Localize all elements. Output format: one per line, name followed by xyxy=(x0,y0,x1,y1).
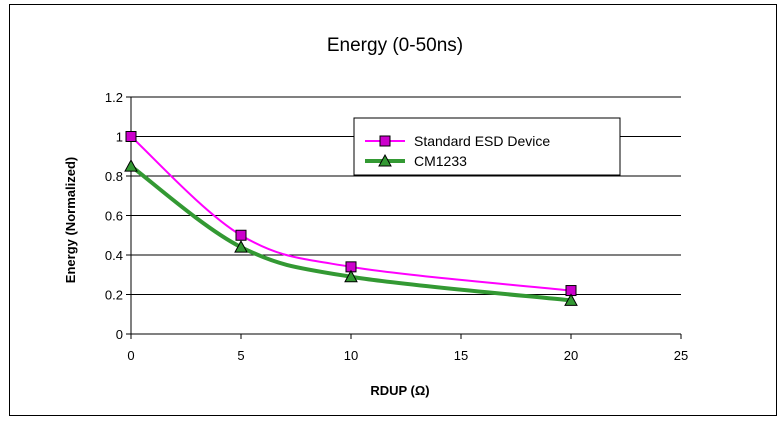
y-tick-label-3: 0.6 xyxy=(105,209,123,224)
energy-chart: Energy (0-50ns) 0 0.2 0.4 0.6 0.8 1 1.2 0 5 10 15 2… xyxy=(63,35,688,398)
data-point-cm1233-2 xyxy=(344,269,358,283)
y-tick-label-2: 0.4 xyxy=(105,248,123,263)
x-tick-label-5: 25 xyxy=(674,348,688,363)
legend-box xyxy=(353,117,621,176)
legend-marker-standard-esd-device xyxy=(379,135,391,147)
data-point-cm1233-1 xyxy=(234,240,248,253)
legend-marker-cm1233 xyxy=(378,153,392,167)
chart-frame: Energy (0-50ns) 0 0.2 0.4 0.6 0.8 1 1.2 0 5 10 15 2… xyxy=(9,4,777,416)
y-tick-label-6: 1.2 xyxy=(105,90,123,105)
data-point-standard-esd-device-0 xyxy=(125,131,137,142)
y-axis-label: Energy (Normalized) xyxy=(63,157,78,283)
data-point-cm1233-0 xyxy=(124,159,138,172)
chart-title: Energy (0-50ns) xyxy=(327,35,463,56)
series-line-cm1233 xyxy=(129,164,572,303)
y-tick-label-5: 1 xyxy=(116,130,123,145)
series-layer xyxy=(124,131,578,306)
x-tick-label-0: 0 xyxy=(127,348,134,363)
y-tick-label-0: 0 xyxy=(116,327,123,342)
data-point-standard-esd-device-1 xyxy=(235,229,247,241)
data-point-cm1233-3 xyxy=(564,293,578,306)
axes: 0 0.2 0.4 0.6 0.8 1 1.2 0 5 10 15 20 25 xyxy=(105,90,688,363)
x-tick-label-2: 10 xyxy=(344,348,358,363)
x-tick-label-3: 15 xyxy=(454,348,468,363)
legend-label-standard-esd-device: Standard ESD Device xyxy=(414,133,550,149)
x-tick-label-1: 5 xyxy=(237,348,244,363)
y-tick-label-1: 0.2 xyxy=(105,288,123,303)
series-line-standard-esd-device xyxy=(130,135,572,292)
legend: Standard ESD Device CM1233 xyxy=(353,117,621,176)
x-tick-label-4: 20 xyxy=(564,348,578,363)
legend-label-cm1233: CM1233 xyxy=(414,153,467,169)
x-axis-label: RDUP (Ω) xyxy=(370,383,429,398)
y-tick-label-4: 0.8 xyxy=(105,169,123,184)
